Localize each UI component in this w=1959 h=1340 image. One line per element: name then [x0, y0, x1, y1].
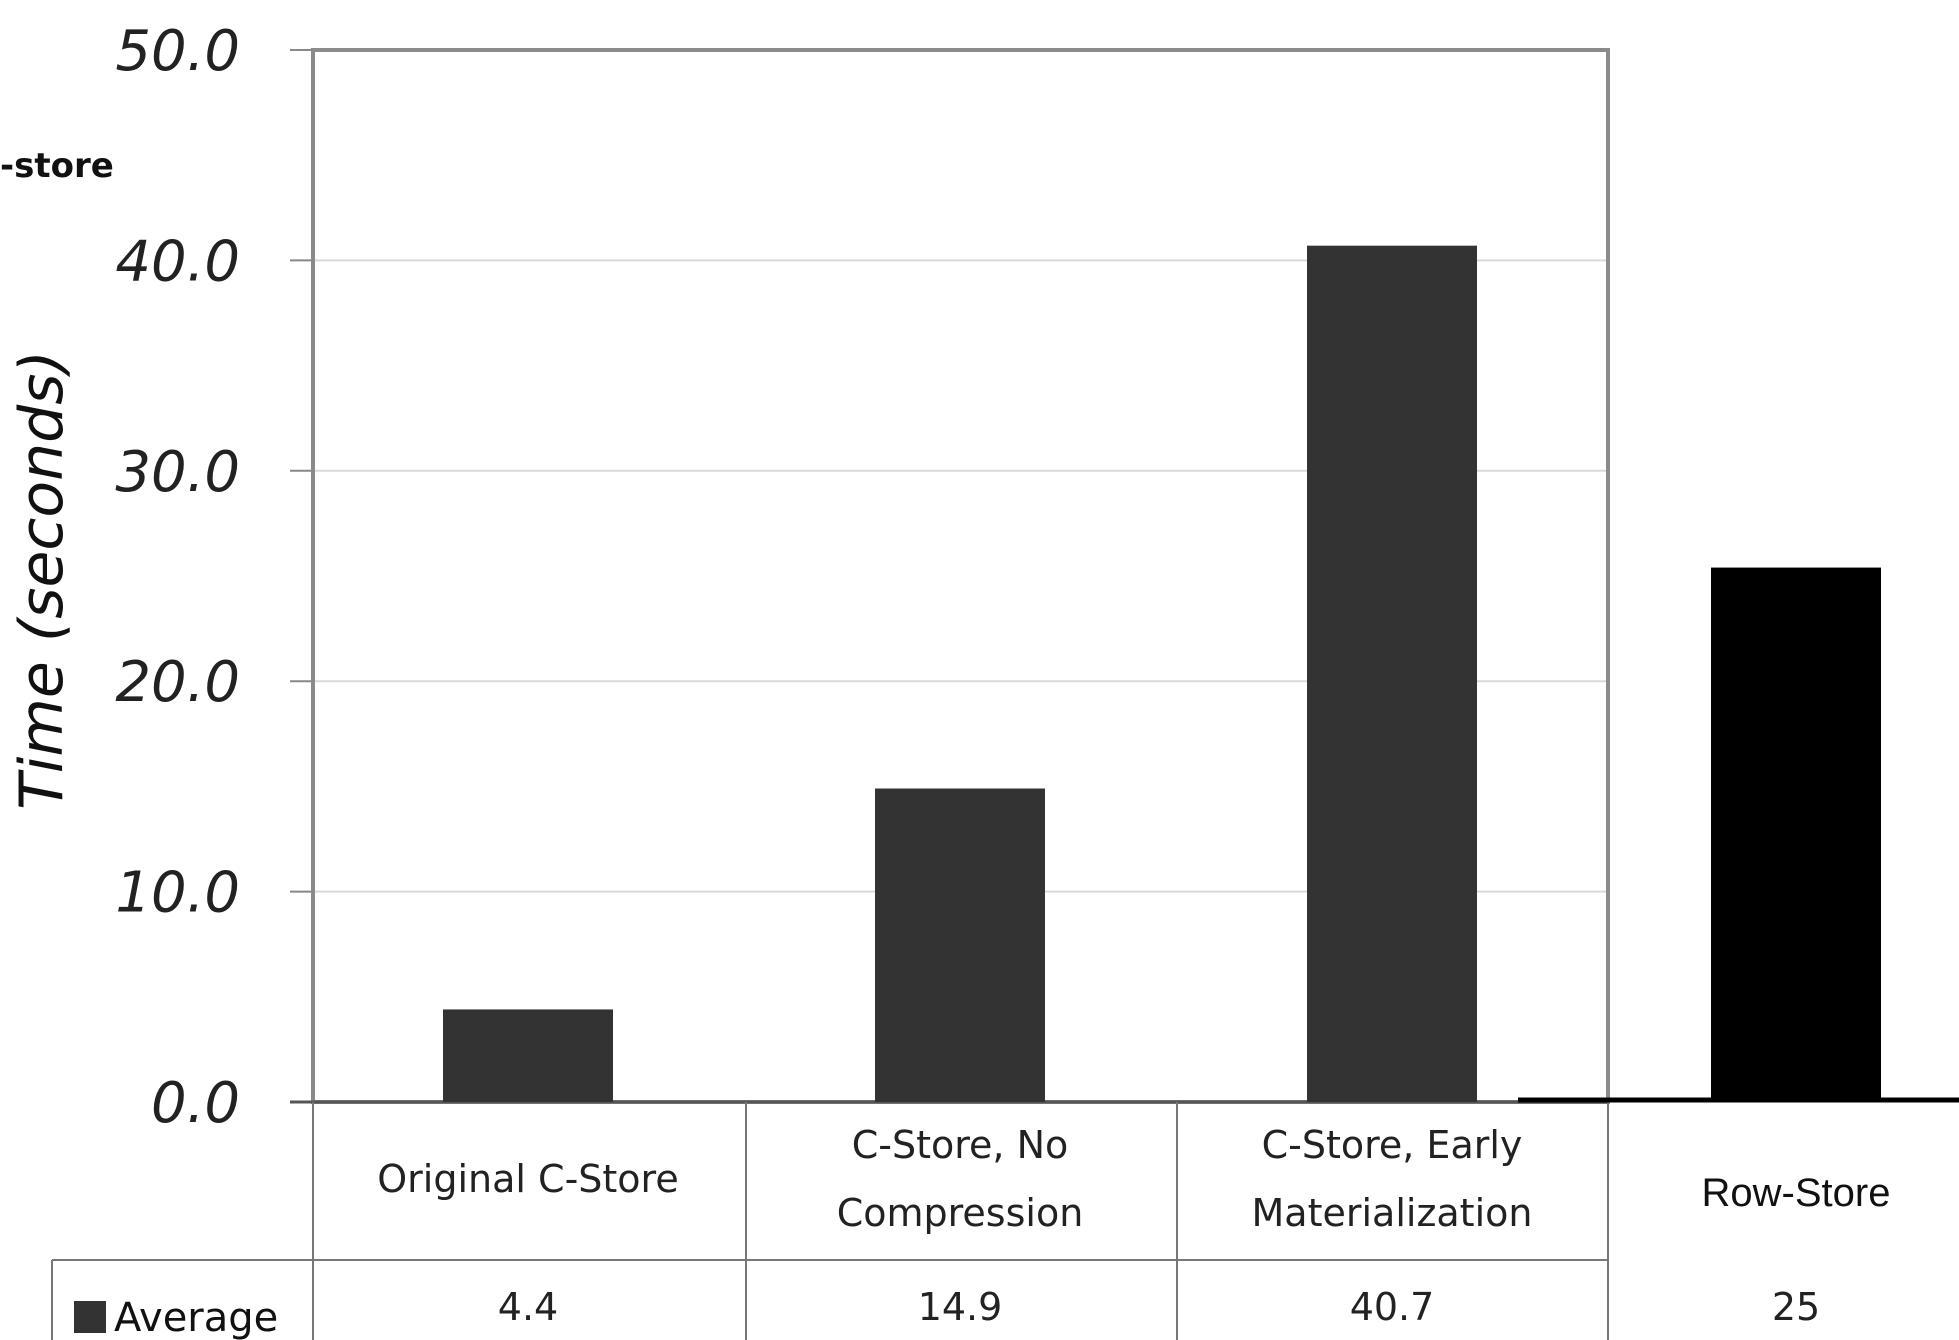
- x-tick-label: C-Store, Early: [1262, 1123, 1523, 1167]
- data-label: 25: [1772, 1285, 1820, 1329]
- y-tick-label: 30.0: [115, 440, 240, 505]
- bar: [1711, 567, 1881, 1102]
- partial-note: -store: [0, 146, 114, 186]
- bar: [1307, 245, 1477, 1102]
- bar: [443, 1009, 613, 1102]
- x-tick-label: Compression: [837, 1191, 1084, 1235]
- y-tick-label: 20.0: [115, 650, 240, 715]
- data-label: 14.9: [918, 1285, 1003, 1329]
- data-table: Average Original C-Store 4.4 C-Store, No Co…: [51, 1097, 1959, 1340]
- data-label: 4.4: [498, 1285, 558, 1329]
- bar: [875, 788, 1045, 1102]
- bars: [443, 245, 1881, 1102]
- x-tick-label: Original C-Store: [377, 1157, 678, 1201]
- y-tick-label: 10.0: [115, 861, 240, 926]
- x-tick-label: C-Store, No: [852, 1123, 1069, 1167]
- data-label: 40.7: [1350, 1285, 1435, 1329]
- legend-swatch: [74, 1301, 106, 1333]
- y-tick-label: 40.0: [115, 229, 240, 294]
- y-axis-label: Time (seconds): [7, 350, 77, 810]
- y-tick-label: 50.0: [115, 19, 240, 84]
- y-tick-label: 0.0: [151, 1071, 240, 1136]
- x-tick-label: Materialization: [1252, 1191, 1533, 1235]
- x-tick-label: Row-Store: [1702, 1171, 1891, 1215]
- legend-label-average: Average: [114, 1295, 278, 1340]
